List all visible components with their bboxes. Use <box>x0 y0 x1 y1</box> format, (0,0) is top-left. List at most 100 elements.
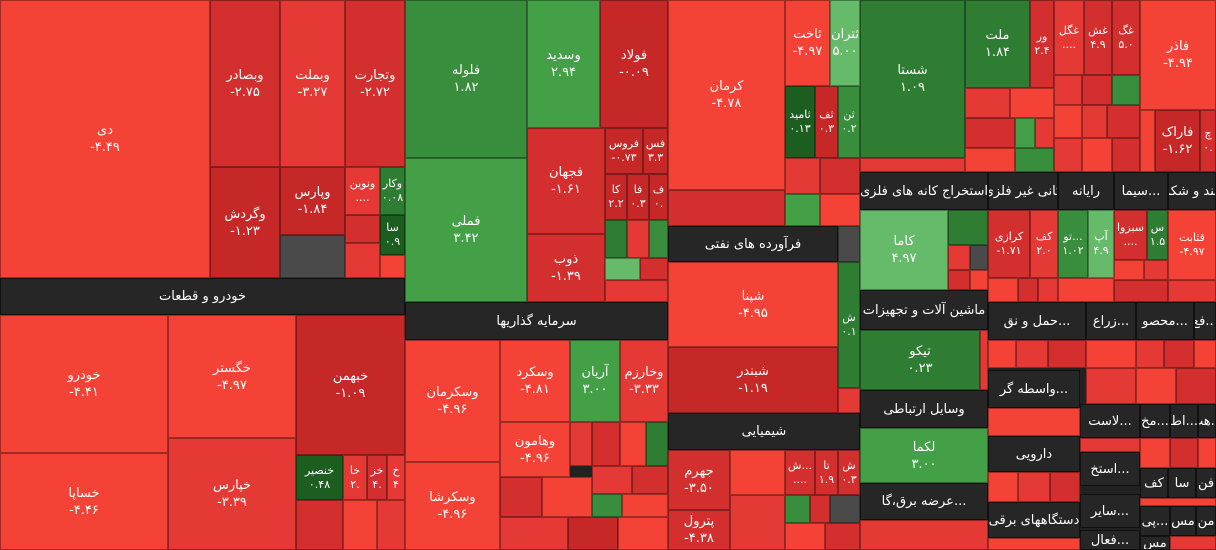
sector-header-extract[interactable]: استخ... <box>1080 452 1140 486</box>
tile-small[interactable] <box>1018 278 1038 302</box>
tile-ghag[interactable]: غگ ۵.۰ <box>1112 0 1140 75</box>
tile-small[interactable] <box>1086 340 1136 368</box>
tile-di[interactable]: دی -۴.۴۹ <box>0 0 210 278</box>
tile-small[interactable] <box>1082 138 1112 172</box>
tile-tf[interactable]: ثف ۰.۳ <box>815 86 838 158</box>
tile-small[interactable] <box>785 523 825 550</box>
tile-small[interactable] <box>1170 536 1216 550</box>
tile-small[interactable] <box>860 158 965 172</box>
tile-small[interactable] <box>820 194 860 226</box>
tile-small[interactable] <box>1140 110 1155 172</box>
tile-small[interactable] <box>620 422 646 466</box>
sector-header-fn[interactable]: فن <box>1196 468 1216 498</box>
tile-ap[interactable]: آپ ۴.۹ <box>1088 210 1114 278</box>
tile-small[interactable] <box>605 220 627 258</box>
tile-vaskersha[interactable]: وسکرشا -۴.۹۶ <box>405 462 500 550</box>
tile-s[interactable]: س ۱.۵ <box>1147 210 1168 260</box>
tile-small[interactable] <box>1054 105 1082 138</box>
tile-small[interactable] <box>1194 340 1216 368</box>
tile-small[interactable] <box>592 422 620 466</box>
tile-arian[interactable]: آریان ۳.۰۰ <box>570 340 620 422</box>
sector-header-electric[interactable]: دستگاههای برقی <box>988 502 1080 538</box>
tile-small[interactable] <box>988 538 1080 550</box>
tile-vbmelat[interactable]: وبملت -۳.۲۷ <box>280 0 345 167</box>
tile-vsadid[interactable]: وسدید ۲.۹۴ <box>527 0 600 128</box>
tile-sa[interactable]: سا ۰.۹ <box>380 215 405 255</box>
tile-small[interactable] <box>1140 498 1216 506</box>
tile-small[interactable] <box>1048 340 1086 368</box>
tile-kaf[interactable]: کف ۲.۰ <box>1030 210 1058 278</box>
sector-header-misc2[interactable]: سایر... <box>1080 494 1140 528</box>
tile-vkharazm[interactable]: وخارزم -۳.۳۳ <box>620 340 668 422</box>
tile-karzi[interactable]: کرازی -۱.۷۱ <box>988 210 1030 278</box>
tile-khegostar[interactable]: خگستر -۴.۹۷ <box>168 315 296 438</box>
tile-khodro[interactable]: خودرو -۴.۴۱ <box>0 315 168 453</box>
tile-ka[interactable]: کا ۲.۲ <box>605 174 627 220</box>
tile-fmeli[interactable]: فملی ۳.۴۲ <box>405 158 527 302</box>
tile-shepna[interactable]: شپنا -۴.۹۵ <box>668 262 838 347</box>
tile-small[interactable] <box>948 270 970 290</box>
tile-small[interactable] <box>500 517 568 550</box>
tile-small[interactable] <box>970 245 988 270</box>
tile-jahrom[interactable]: جهرم -۳.۵۰ <box>668 450 730 510</box>
tile-small[interactable] <box>965 118 1015 148</box>
tile-small[interactable] <box>1176 368 1216 404</box>
tile-small[interactable] <box>1054 75 1082 105</box>
sector-header-invest[interactable]: سرمایه گذاریها <box>405 302 668 340</box>
tile-vnovin[interactable]: ونوین.... <box>345 167 380 215</box>
tile-small[interactable] <box>605 280 668 302</box>
sector-header-agri[interactable]: زراع... <box>1086 302 1136 340</box>
tile-small[interactable] <box>965 148 1015 172</box>
tile-small[interactable] <box>592 466 632 494</box>
tile-small[interactable] <box>1082 105 1107 138</box>
tile-small[interactable] <box>1080 438 1140 452</box>
tile-froos[interactable]: فروس -۰.۷۳ <box>605 128 643 174</box>
tile-small[interactable] <box>622 494 668 517</box>
tile-khaz[interactable]: خز ۴. <box>367 455 387 500</box>
tile-fa[interactable]: فا ۰.۳ <box>627 174 649 220</box>
tile-small[interactable] <box>377 500 405 550</box>
sector-header-pharma[interactable]: دارویی <box>988 436 1080 472</box>
tile-tetran[interactable]: ثتران ۵.۰۰ <box>830 0 860 86</box>
tile-kerman[interactable]: کرمان -۴.۷۸ <box>668 0 785 190</box>
sector-header-oil[interactable]: فرآورده های نفتی <box>668 226 838 262</box>
tile-vtejarat[interactable]: وتجارت -۲.۷۲ <box>345 0 405 167</box>
tile-petrol[interactable]: پترول -۴.۳۸ <box>668 510 730 550</box>
tile-vgardesh[interactable]: وگردش -۱.۲۳ <box>210 167 280 278</box>
tile-ghesh[interactable]: غش ۴.۹ <box>1084 0 1112 75</box>
tile-small[interactable] <box>542 477 592 517</box>
sector-header-kaf[interactable]: کف <box>1140 468 1168 498</box>
tile-small[interactable] <box>1016 340 1048 368</box>
tile-small[interactable] <box>948 245 970 270</box>
tile-small[interactable] <box>1112 138 1140 172</box>
tile-small[interactable] <box>1114 260 1144 280</box>
sector-header-chem[interactable]: شیمیایی <box>668 413 860 450</box>
tile-small[interactable] <box>988 408 1080 436</box>
sector-header-products[interactable]: محصو... <box>1136 302 1194 340</box>
tile-too[interactable]: تو... ۱.۰۲ <box>1058 210 1088 278</box>
tile-fajhan[interactable]: فجهان -۱.۶۱ <box>527 128 605 234</box>
tile-faloleh[interactable]: فلوله ۱.۸۲ <box>405 0 527 158</box>
tile-small[interactable] <box>627 220 649 258</box>
tile-small[interactable] <box>820 158 860 194</box>
tile-small[interactable] <box>1164 340 1194 368</box>
sector-header-misc3[interactable]: فعال... <box>1080 530 1140 550</box>
tile-small[interactable] <box>345 215 380 243</box>
tile-small[interactable] <box>568 517 618 550</box>
tile-small[interactable] <box>1136 368 1176 404</box>
tile-small[interactable] <box>1058 278 1114 302</box>
tile-khpars[interactable]: خپارس -۳.۳۹ <box>168 438 296 550</box>
tile-small[interactable] <box>500 477 542 517</box>
tile-small[interactable] <box>1136 340 1164 368</box>
tile-small[interactable] <box>988 278 1018 302</box>
tile-small[interactable] <box>1112 75 1140 105</box>
sector-header-other[interactable]: فع... <box>1194 302 1216 340</box>
tile-small[interactable] <box>640 258 668 280</box>
tile-khbahman[interactable]: خبهمن -۱.۰۹ <box>296 315 405 455</box>
tile-small[interactable] <box>605 258 640 280</box>
tile-small[interactable] <box>965 88 1010 118</box>
tile-kama[interactable]: کاما ۴.۹۷ <box>860 210 948 290</box>
sector-header-transport[interactable]: حمل و نق... <box>988 302 1086 340</box>
tile-small[interactable] <box>988 340 1016 368</box>
tile-small[interactable] <box>730 495 785 550</box>
